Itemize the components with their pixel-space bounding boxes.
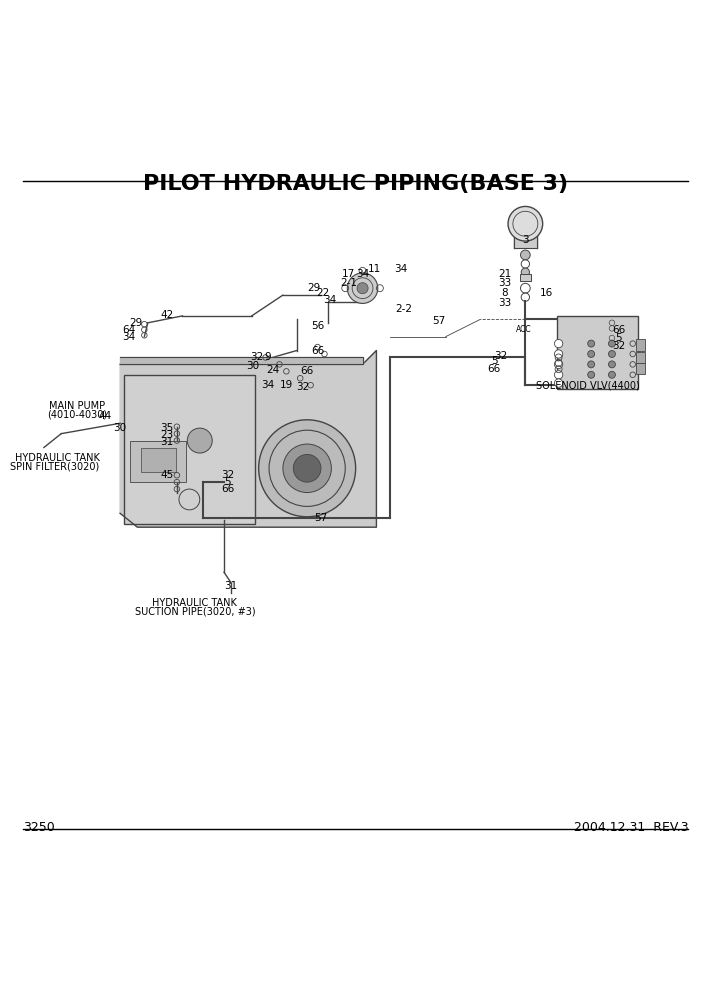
- Text: 45: 45: [161, 470, 174, 480]
- Text: 56: 56: [311, 321, 324, 331]
- Circle shape: [588, 361, 595, 368]
- Text: 31: 31: [225, 581, 237, 591]
- Text: 3250: 3250: [23, 821, 55, 834]
- Text: PILOT HYDRAULIC PIPING(BASE 3): PILOT HYDRAULIC PIPING(BASE 3): [143, 174, 568, 193]
- Text: 9: 9: [265, 352, 271, 362]
- Text: 32: 32: [251, 352, 264, 362]
- Text: 32: 32: [221, 470, 234, 480]
- Circle shape: [258, 420, 356, 517]
- Circle shape: [609, 371, 616, 378]
- Text: HYDRAULIC TANK: HYDRAULIC TANK: [15, 453, 100, 463]
- Bar: [519, 275, 531, 282]
- Text: 34: 34: [394, 264, 407, 274]
- Bar: [124, 375, 256, 524]
- Text: 34: 34: [261, 380, 274, 390]
- Text: 66: 66: [221, 484, 234, 494]
- Text: 11: 11: [368, 264, 381, 274]
- Text: 34: 34: [121, 331, 135, 341]
- Text: 8: 8: [501, 288, 508, 298]
- Text: 17: 17: [342, 269, 355, 280]
- Text: 2004.12.31  REV.3: 2004.12.31 REV.3: [574, 821, 688, 834]
- Circle shape: [521, 268, 529, 277]
- Bar: [636, 352, 644, 363]
- Text: 22: 22: [317, 288, 330, 298]
- Circle shape: [187, 429, 212, 453]
- Circle shape: [508, 206, 543, 241]
- Circle shape: [588, 371, 595, 378]
- Circle shape: [293, 454, 321, 482]
- Circle shape: [588, 340, 595, 347]
- Circle shape: [347, 273, 378, 304]
- Bar: [636, 363, 644, 374]
- Text: 21: 21: [498, 269, 511, 280]
- Circle shape: [609, 350, 616, 357]
- Text: MAIN PUMP: MAIN PUMP: [49, 401, 105, 411]
- Polygon shape: [120, 350, 376, 527]
- Text: 42: 42: [161, 310, 174, 319]
- Bar: [141, 447, 176, 472]
- Text: 33: 33: [498, 278, 511, 288]
- Text: 44: 44: [98, 412, 112, 422]
- Circle shape: [555, 339, 563, 348]
- Circle shape: [555, 379, 563, 387]
- Text: 34: 34: [357, 269, 370, 280]
- Text: 64: 64: [121, 324, 135, 334]
- Text: 32: 32: [296, 382, 309, 392]
- Text: 30: 30: [246, 361, 260, 371]
- Circle shape: [555, 350, 563, 358]
- Text: 31: 31: [161, 436, 174, 447]
- Text: SPIN FILTER(3020): SPIN FILTER(3020): [10, 461, 99, 471]
- Text: 2-2: 2-2: [396, 304, 413, 313]
- Circle shape: [588, 350, 595, 357]
- Text: 29: 29: [129, 317, 143, 327]
- Text: 57: 57: [432, 315, 445, 325]
- Text: 30: 30: [114, 424, 126, 434]
- Text: 35: 35: [161, 424, 174, 434]
- Bar: [131, 440, 186, 482]
- Polygon shape: [120, 357, 362, 364]
- Circle shape: [555, 371, 563, 379]
- Bar: [514, 227, 537, 248]
- Text: 5: 5: [224, 477, 231, 487]
- Text: 33: 33: [498, 299, 511, 309]
- Circle shape: [609, 340, 616, 347]
- Bar: [636, 339, 644, 350]
- Circle shape: [520, 250, 530, 260]
- Text: ACC: ACC: [515, 324, 531, 333]
- Circle shape: [283, 444, 331, 493]
- Circle shape: [555, 360, 563, 369]
- Circle shape: [357, 283, 368, 294]
- Text: 66: 66: [488, 364, 501, 374]
- Text: SOLENOID VLV(4400): SOLENOID VLV(4400): [536, 380, 640, 390]
- Text: 66: 66: [300, 366, 314, 376]
- Text: 57: 57: [314, 513, 328, 523]
- Text: 23: 23: [161, 431, 174, 440]
- Text: (4010-4030): (4010-4030): [47, 410, 107, 420]
- Bar: [557, 315, 638, 389]
- Text: 29: 29: [307, 283, 321, 294]
- Text: 19: 19: [279, 380, 293, 390]
- Text: 16: 16: [540, 288, 552, 298]
- Text: SUCTION PIPE(3020, #3): SUCTION PIPE(3020, #3): [135, 607, 256, 617]
- Text: 5: 5: [616, 333, 622, 343]
- Text: 32: 32: [612, 341, 625, 351]
- Text: 5: 5: [491, 356, 498, 366]
- Circle shape: [609, 361, 616, 368]
- Text: 66: 66: [612, 324, 625, 334]
- Text: 2-1: 2-1: [340, 278, 357, 288]
- Text: 24: 24: [266, 365, 279, 375]
- Text: 3: 3: [522, 235, 529, 245]
- Text: 66: 66: [311, 345, 324, 355]
- Text: 34: 34: [324, 295, 337, 305]
- Text: HYDRAULIC TANK: HYDRAULIC TANK: [152, 598, 237, 608]
- Text: 32: 32: [494, 351, 508, 361]
